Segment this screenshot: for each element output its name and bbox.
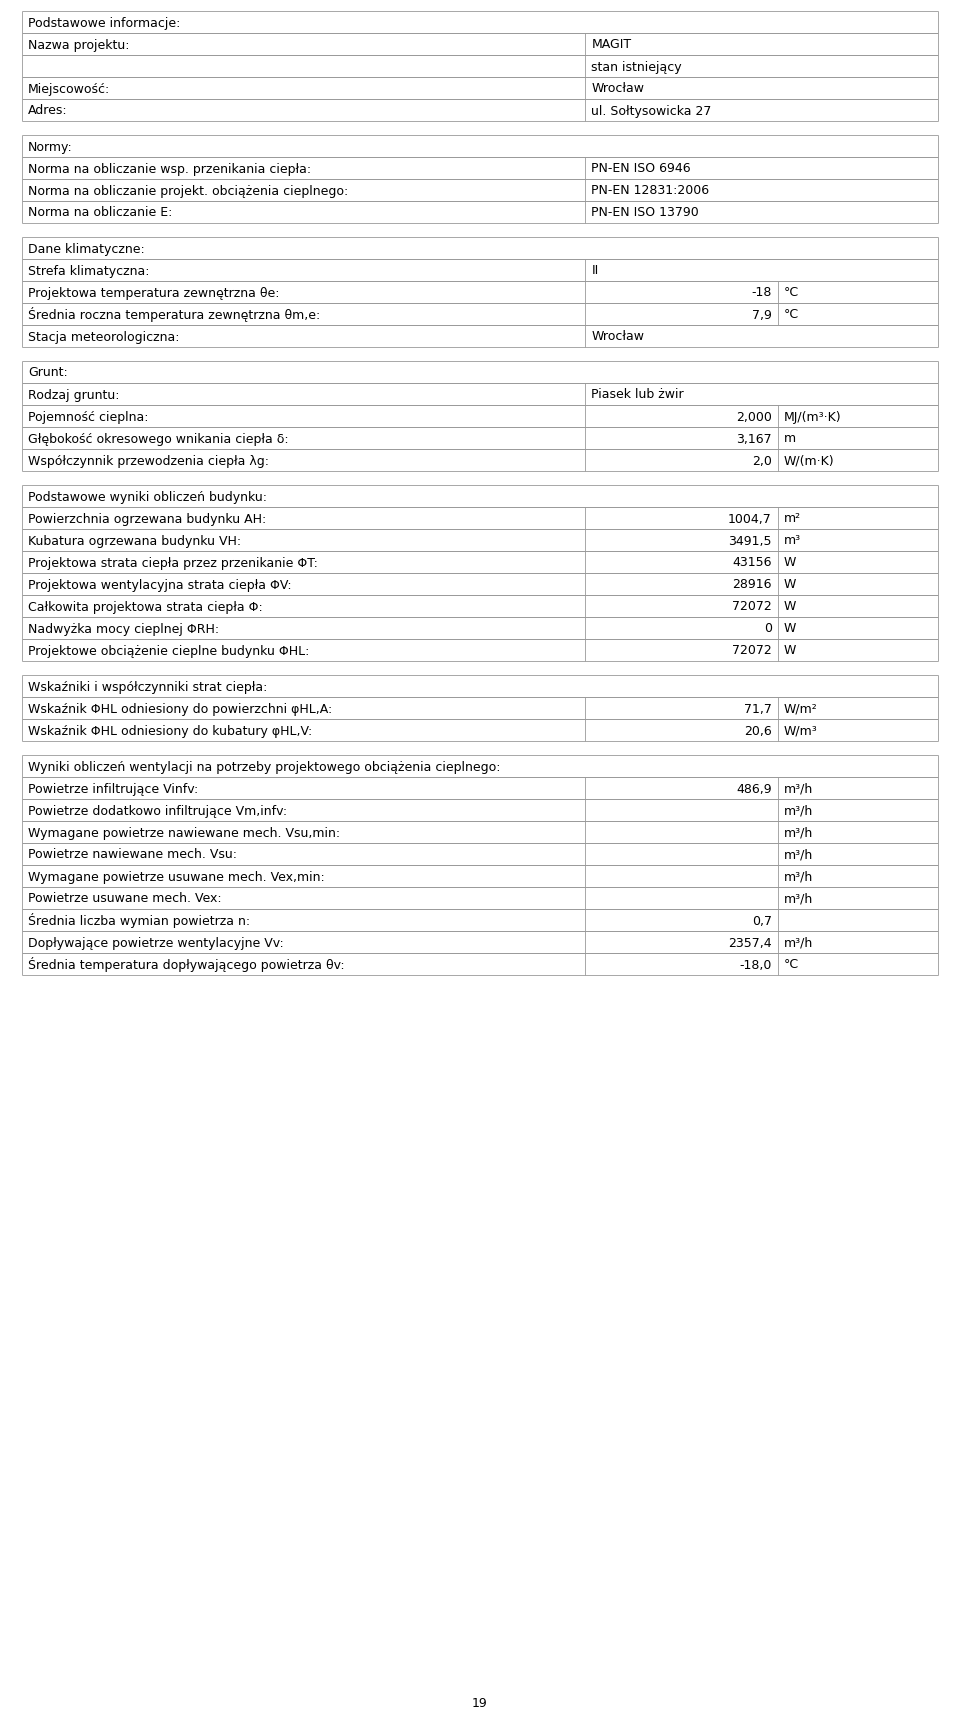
Text: 0,7: 0,7 — [752, 913, 772, 927]
Text: W: W — [783, 644, 796, 656]
Text: Całkowita projektowa strata ciepła Φ:: Całkowita projektowa strata ciepła Φ: — [28, 600, 263, 613]
Text: Wymagane powietrze nawiewane mech. Vsu,min:: Wymagane powietrze nawiewane mech. Vsu,m… — [28, 825, 340, 839]
Text: 71,7: 71,7 — [744, 701, 772, 715]
Text: Wrocław: Wrocław — [591, 331, 644, 343]
Text: 1004,7: 1004,7 — [728, 512, 772, 526]
Text: Współczynnik przewodzenia ciepła λg:: Współczynnik przewodzenia ciepła λg: — [28, 455, 269, 467]
Text: PN-EN 12831:2006: PN-EN 12831:2006 — [591, 184, 709, 198]
Text: W/m³: W/m³ — [783, 724, 818, 737]
Text: MAGIT: MAGIT — [591, 38, 632, 52]
Text: m²: m² — [783, 512, 801, 526]
Text: Nadwyżka mocy cieplnej ΦRH:: Nadwyżka mocy cieplnej ΦRH: — [28, 622, 219, 636]
Text: m³/h: m³/h — [783, 805, 813, 817]
Text: m: m — [783, 432, 796, 445]
Text: 0: 0 — [764, 622, 772, 636]
Text: m³/h: m³/h — [783, 848, 813, 862]
Text: 20,6: 20,6 — [744, 724, 772, 737]
Text: Projektowa strata ciepła przez przenikanie ΦT:: Projektowa strata ciepła przez przenikan… — [28, 557, 318, 569]
Text: m³: m³ — [783, 534, 801, 548]
Text: stan istniejący: stan istniejący — [591, 60, 682, 74]
Text: PN-EN ISO 13790: PN-EN ISO 13790 — [591, 207, 699, 219]
Text: W: W — [783, 579, 796, 591]
Text: Nazwa projektu:: Nazwa projektu: — [28, 38, 130, 52]
Text: 2,000: 2,000 — [735, 410, 772, 424]
Text: Wskaźniki i współczynniki strat ciepła:: Wskaźniki i współczynniki strat ciepła: — [28, 681, 268, 693]
Text: PN-EN ISO 6946: PN-EN ISO 6946 — [591, 162, 691, 176]
Text: MJ/(m³·K): MJ/(m³·K) — [783, 410, 841, 424]
Text: -18,0: -18,0 — [739, 958, 772, 972]
Text: Norma na obliczanie wsp. przenikania ciepła:: Norma na obliczanie wsp. przenikania cie… — [28, 162, 311, 176]
Text: Projektowa wentylacyjna strata ciepła ΦV:: Projektowa wentylacyjna strata ciepła ΦV… — [28, 579, 292, 591]
Text: Norma na obliczanie projekt. obciążenia cieplnego:: Norma na obliczanie projekt. obciążenia … — [28, 184, 348, 198]
Text: 43156: 43156 — [732, 557, 772, 569]
Text: Powietrze nawiewane mech. Vsu:: Powietrze nawiewane mech. Vsu: — [28, 848, 237, 862]
Text: Piasek lub żwir: Piasek lub żwir — [591, 388, 684, 401]
Text: Projektowa temperatura zewnętrzna θe:: Projektowa temperatura zewnętrzna θe: — [28, 286, 279, 300]
Text: W: W — [783, 600, 796, 613]
Text: Rodzaj gruntu:: Rodzaj gruntu: — [28, 388, 119, 401]
Text: Dane klimatyczne:: Dane klimatyczne: — [28, 243, 145, 255]
Text: Wymagane powietrze usuwane mech. Vex,min:: Wymagane powietrze usuwane mech. Vex,min… — [28, 870, 324, 882]
Text: Wrocław: Wrocław — [591, 83, 644, 95]
Text: Powietrze dodatkowo infiltrujące Vm,infv:: Powietrze dodatkowo infiltrujące Vm,infv… — [28, 805, 287, 817]
Text: Normy:: Normy: — [28, 140, 73, 153]
Text: W: W — [783, 557, 796, 569]
Text: W/m²: W/m² — [783, 701, 818, 715]
Text: II: II — [591, 264, 599, 277]
Text: Średnia temperatura dopływającego powietrza θv:: Średnia temperatura dopływającego powiet… — [28, 956, 345, 972]
Text: Podstawowe informacje:: Podstawowe informacje: — [28, 17, 180, 29]
Text: -18: -18 — [752, 286, 772, 300]
Text: Dopływające powietrze wentylacyjne Vv:: Dopływające powietrze wentylacyjne Vv: — [28, 936, 284, 949]
Text: 28916: 28916 — [732, 579, 772, 591]
Text: Średnia liczba wymian powietrza n:: Średnia liczba wymian powietrza n: — [28, 913, 251, 929]
Text: °C: °C — [783, 308, 799, 320]
Text: Wyniki obliczeń wentylacji na potrzeby projektowego obciążenia cieplnego:: Wyniki obliczeń wentylacji na potrzeby p… — [28, 760, 500, 774]
Text: Miejscowość:: Miejscowość: — [28, 83, 110, 95]
Text: Stacja meteorologiczna:: Stacja meteorologiczna: — [28, 331, 180, 343]
Text: m³/h: m³/h — [783, 782, 813, 794]
Text: Głębokość okresowego wnikania ciepła δ:: Głębokość okresowego wnikania ciepła δ: — [28, 432, 289, 445]
Text: ul. Sołtysowicka 27: ul. Sołtysowicka 27 — [591, 105, 711, 117]
Text: m³/h: m³/h — [783, 893, 813, 905]
Text: 486,9: 486,9 — [736, 782, 772, 794]
Text: Adres:: Adres: — [28, 105, 67, 117]
Text: W: W — [783, 622, 796, 636]
Text: Projektowe obciążenie cieplne budynku ΦHL:: Projektowe obciążenie cieplne budynku ΦH… — [28, 644, 309, 656]
Text: °C: °C — [783, 958, 799, 972]
Text: 72072: 72072 — [732, 644, 772, 656]
Text: Norma na obliczanie E:: Norma na obliczanie E: — [28, 207, 173, 219]
Text: 72072: 72072 — [732, 600, 772, 613]
Text: Powietrze usuwane mech. Vex:: Powietrze usuwane mech. Vex: — [28, 893, 222, 905]
Text: Wskaźnik ΦHL odniesiony do kubatury φHL,V:: Wskaźnik ΦHL odniesiony do kubatury φHL,… — [28, 724, 312, 737]
Text: 3,167: 3,167 — [736, 432, 772, 445]
Text: Wskaźnik ΦHL odniesiony do powierzchni φHL,A:: Wskaźnik ΦHL odniesiony do powierzchni φ… — [28, 701, 332, 715]
Text: °C: °C — [783, 286, 799, 300]
Text: m³/h: m³/h — [783, 825, 813, 839]
Text: m³/h: m³/h — [783, 936, 813, 949]
Text: 2357,4: 2357,4 — [728, 936, 772, 949]
Text: 19: 19 — [472, 1697, 488, 1709]
Text: Pojemność cieplna:: Pojemność cieplna: — [28, 410, 149, 424]
Text: Powietrze infiltrujące Vinfv:: Powietrze infiltrujące Vinfv: — [28, 782, 199, 794]
Text: 3491,5: 3491,5 — [729, 534, 772, 548]
Text: Średnia roczna temperatura zewnętrzna θm,e:: Średnia roczna temperatura zewnętrzna θm… — [28, 307, 321, 322]
Text: Strefa klimatyczna:: Strefa klimatyczna: — [28, 264, 150, 277]
Text: Podstawowe wyniki obliczeń budynku:: Podstawowe wyniki obliczeń budynku: — [28, 491, 267, 503]
Text: Kubatura ogrzewana budynku VH:: Kubatura ogrzewana budynku VH: — [28, 534, 241, 548]
Text: m³/h: m³/h — [783, 870, 813, 882]
Text: Powierzchnia ogrzewana budynku AH:: Powierzchnia ogrzewana budynku AH: — [28, 512, 266, 526]
Text: W/(m·K): W/(m·K) — [783, 455, 834, 467]
Text: 2,0: 2,0 — [752, 455, 772, 467]
Text: Grunt:: Grunt: — [28, 367, 68, 379]
Text: 7,9: 7,9 — [752, 308, 772, 320]
